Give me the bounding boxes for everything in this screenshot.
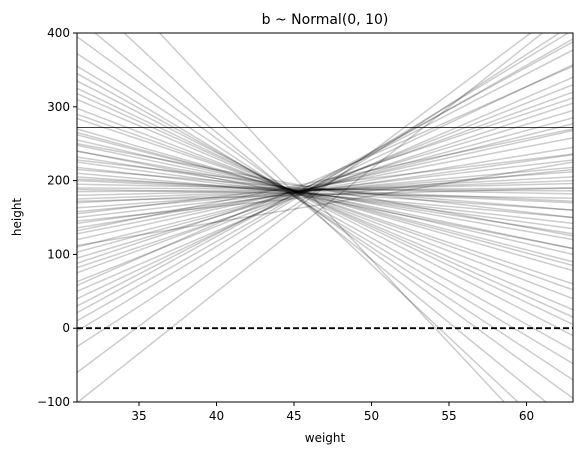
x-axis-ticks: 35 40 45 50 55 60: [131, 402, 534, 423]
series-line-31: [77, 166, 573, 225]
plot-background: [77, 33, 573, 402]
series-line-34: [77, 150, 573, 241]
series-line-8: [77, 76, 573, 292]
series-line-32: [77, 161, 573, 230]
series-line-49: [123, 33, 519, 402]
y-tick-label: 200: [47, 174, 70, 188]
x-axis-label: weight: [305, 431, 346, 445]
series-line-40: [77, 107, 573, 300]
x-tick-label: 35: [131, 409, 146, 423]
series-line-58: [77, 65, 573, 287]
series-line-10: [77, 91, 573, 274]
series-line-47: [77, 36, 573, 399]
series-line-61: [77, 153, 573, 215]
series-line-57: [77, 142, 573, 237]
series-line-7: [77, 64, 573, 300]
series-line-2: [77, 33, 561, 348]
x-tick-label: 50: [364, 409, 379, 423]
series-line-24: [77, 182, 573, 197]
series-line-17: [77, 146, 573, 229]
y-axis-label: height: [10, 198, 24, 237]
series-line-64: [77, 131, 573, 267]
series-line-45: [77, 65, 573, 365]
series-line-18: [77, 154, 573, 225]
series-line-53: [77, 187, 573, 203]
series-line-21: [77, 170, 573, 209]
series-line-27: [77, 183, 573, 195]
series-line-55: [77, 178, 573, 203]
series-line-29: [77, 176, 573, 211]
x-tick-label: 55: [441, 409, 456, 423]
series-line-59: [77, 97, 573, 264]
x-tick-label: 45: [286, 409, 301, 423]
series-line-63: [77, 150, 573, 250]
series-line-30: [77, 172, 573, 219]
series-line-20: [77, 166, 573, 213]
y-axis-ticks: −100 0 100 200 300 400: [37, 26, 77, 409]
x-tick-label: 40: [209, 409, 224, 423]
series-line-51: [77, 161, 573, 247]
series-line-19: [77, 159, 573, 219]
series-line-41: [77, 98, 573, 311]
series-line-15: [77, 129, 573, 241]
y-tick-label: 100: [47, 247, 70, 261]
y-tick-label: 300: [47, 100, 70, 114]
series-line-16: [77, 137, 573, 235]
series-line-54: [77, 188, 573, 200]
series-line-44: [77, 72, 573, 351]
series-line-23: [77, 179, 573, 200]
series-line-6: [77, 49, 573, 307]
series-line-9: [77, 83, 573, 283]
series-line-0: [77, 33, 544, 402]
series-line-14: [77, 123, 573, 248]
y-tick-label: 400: [47, 26, 70, 40]
y-tick-label: 0: [62, 321, 70, 335]
chart-title: b ~ Normal(0, 10): [262, 12, 389, 28]
x-tick-label: 60: [519, 409, 534, 423]
series-line-52: [77, 168, 573, 222]
series-line-4: [77, 38, 573, 322]
series-layer: [77, 33, 573, 402]
series-line-56: [77, 159, 573, 219]
series-line-22: [77, 176, 573, 204]
plot-frame: [76, 32, 574, 403]
series-line-38: [77, 128, 573, 272]
series-line-39: [77, 117, 573, 285]
series-line-60: [77, 128, 573, 232]
series-line-1: [77, 33, 532, 374]
series-line-50: [158, 33, 506, 402]
series-line-13: [77, 117, 573, 253]
series-line-46: [77, 53, 573, 381]
series-line-12: [77, 109, 573, 259]
series-line-65: [77, 113, 573, 291]
series-line-62: [77, 168, 573, 211]
series-line-11: [77, 102, 573, 269]
series-line-25: [77, 187, 573, 193]
series-line-33: [77, 156, 573, 235]
series-line-5: [77, 41, 573, 314]
series-line-35: [77, 144, 573, 250]
series-line-36: [77, 139, 573, 256]
y-tick-label: −100: [37, 395, 70, 409]
series-line-26: [77, 187, 573, 192]
reference-lines: [77, 127, 573, 330]
series-line-3: [77, 33, 570, 332]
series-line-66: [77, 92, 573, 318]
series-line-48: [93, 33, 548, 402]
series-line-37: [77, 134, 573, 263]
series-line-28: [77, 179, 573, 204]
series-line-43: [77, 80, 573, 337]
